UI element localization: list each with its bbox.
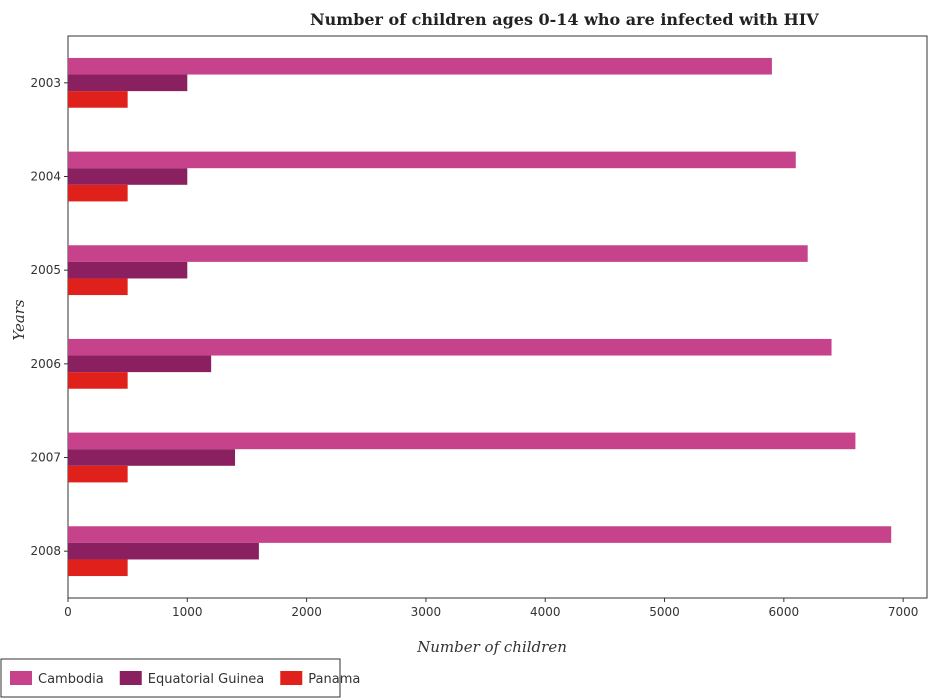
y-tick-label: 2003: [30, 76, 61, 90]
bar-panama-2003: [68, 91, 128, 108]
y-tick-label: 2008: [30, 544, 61, 558]
bar-panama-2005: [68, 278, 128, 296]
x-tick-label: 2000: [291, 605, 322, 619]
x-tick-label: 4000: [530, 605, 561, 619]
x-tick-label: 5000: [649, 605, 680, 619]
y-tick-label: 2006: [30, 357, 61, 371]
x-tick-label: 0: [64, 605, 72, 619]
x-tick-label: 3000: [411, 605, 442, 619]
y-axis-ticks: 2003 2004 2005 2006 2007 2008: [30, 76, 68, 558]
x-tick-label: 7000: [888, 605, 919, 619]
legend-swatch-cambodia: [10, 671, 32, 685]
bar-cambodia-2003: [68, 57, 772, 75]
x-tick-label: 1000: [172, 605, 203, 619]
bar-panama-2008: [68, 559, 128, 577]
plot-border: [67, 35, 928, 599]
bar-panama-2006: [68, 372, 128, 389]
legend-swatch-equatorial-guinea: [119, 671, 142, 685]
bar-cambodia-2008: [68, 526, 892, 543]
bar-equatorial-guinea-2003: [68, 74, 188, 92]
bar-equatorial-guinea-2006: [68, 355, 212, 373]
y-tick-label: 2004: [30, 170, 61, 184]
legend-label-equatorial-guinea: Equatorial Guinea: [148, 672, 265, 687]
bar-equatorial-guinea-2005: [68, 261, 188, 279]
plot-frame: [67, 35, 928, 599]
bar-panama-2007: [68, 465, 128, 483]
bar-equatorial-guinea-2007: [68, 449, 236, 466]
legend-swatch-panama: [280, 671, 303, 685]
bar-equatorial-guinea-2004: [68, 168, 188, 185]
y-tick-label: 2005: [30, 263, 61, 277]
bar-cambodia-2007: [68, 432, 856, 450]
bar-equatorial-guinea-2008: [68, 542, 259, 560]
chart-title: Number of children ages 0-14 who are inf…: [310, 10, 819, 29]
x-axis-ticks: 0 1000 2000 3000 4000 5000 6000 7000: [64, 598, 918, 619]
y-axis-label: Years: [10, 299, 28, 341]
y-tick-label: 2007: [30, 451, 61, 465]
legend: Cambodia Equatorial Guinea Panama: [0, 658, 360, 698]
bar-cambodia-2006: [68, 338, 832, 356]
bars: [68, 57, 892, 577]
legend-label-cambodia: Cambodia: [38, 672, 104, 687]
x-tick-label: 6000: [769, 605, 800, 619]
x-axis-label: Number of children: [416, 638, 567, 656]
legend-label-panama: Panama: [308, 672, 360, 687]
bar-cambodia-2005: [68, 245, 808, 262]
bar-panama-2004: [68, 184, 128, 202]
bar-cambodia-2004: [68, 151, 796, 169]
